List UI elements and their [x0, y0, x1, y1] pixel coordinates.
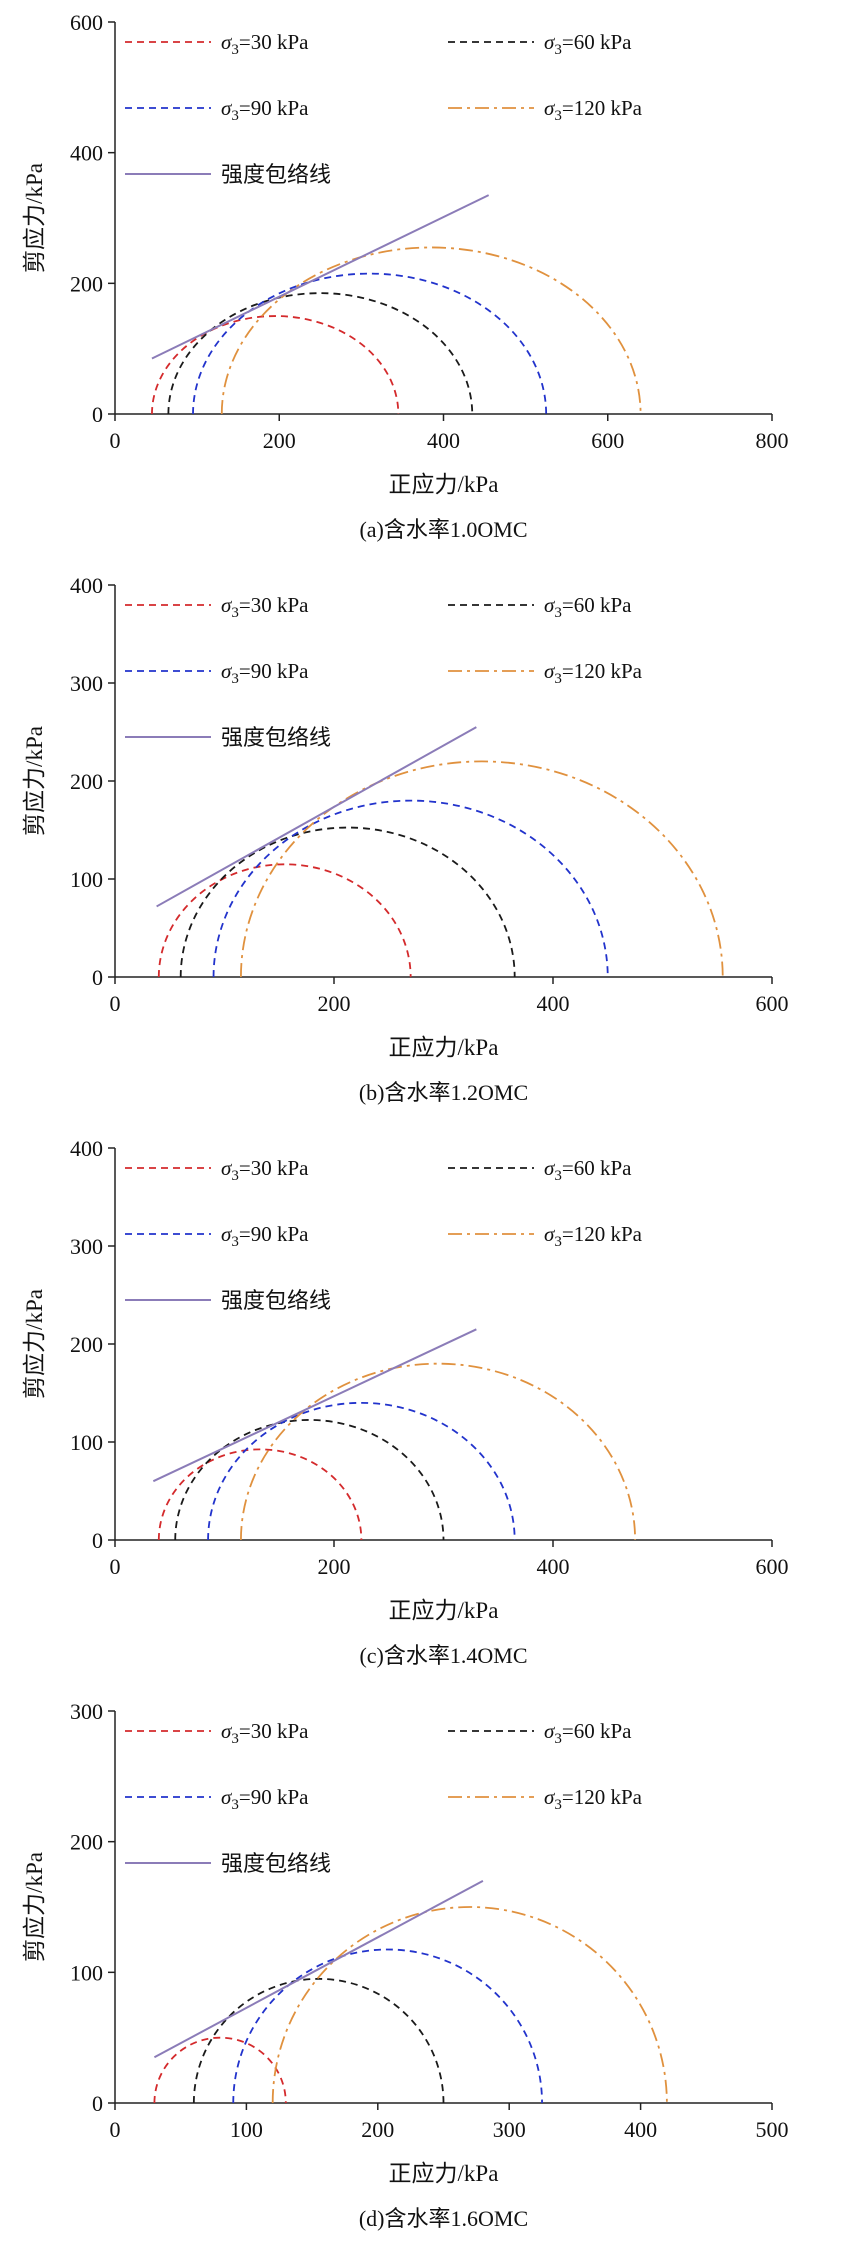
x-tick-label: 200: [318, 991, 351, 1016]
legend-label-sigma3-30: σ3=30 kPa: [221, 30, 309, 58]
x-tick-label: 0: [110, 428, 121, 453]
x-tick-label: 500: [756, 2117, 789, 2142]
caption-b: (b)含水率1.2OMC: [358, 1080, 529, 1105]
legend-label-sigma3-30: σ3=30 kPa: [221, 593, 309, 621]
y-tick-label: 300: [70, 1234, 103, 1259]
y-tick-label: 100: [70, 1960, 103, 1985]
caption-a: (a)含水率1.0OMC: [359, 517, 528, 542]
chart-c: 0 200 400 600 0 100 200 300 400 正应力/kPa 剪应力/kPa σ3=…: [0, 1126, 857, 1689]
legend-envelope-label: 强度包络线: [221, 1851, 331, 1876]
y-tick-label: 200: [70, 769, 103, 794]
legend-label-sigma3-120: σ3=120 kPa: [544, 1785, 643, 1813]
mohr-circle-sigma3-60: [179, 827, 516, 978]
mohr-circle-sigma3-30: [157, 1448, 363, 1541]
y-tick-label: 300: [70, 671, 103, 696]
x-axis-label: 正应力/kPa: [389, 472, 499, 497]
mohr-circle-sigma3-120: [240, 1362, 637, 1541]
mohr-circle-sigma3-90: [207, 1401, 516, 1541]
y-axis-label: 剪应力/kPa: [22, 1852, 47, 1962]
y-axis-label: 剪应力/kPa: [22, 163, 47, 273]
x-tick-label: 200: [318, 1554, 351, 1579]
x-tick-label: 0: [110, 2117, 121, 2142]
chart-b: 0 200 400 600 0 100 200 300 400 正应力/kPa 剪应力/kPa σ3=…: [0, 563, 857, 1126]
x-axis-label: 正应力/kPa: [389, 2161, 499, 2186]
x-tick-label: 600: [756, 1554, 789, 1579]
legend-label-sigma3-30: σ3=30 kPa: [221, 1156, 309, 1184]
x-tick-label: 400: [624, 2117, 657, 2142]
legend-envelope-label: 强度包络线: [221, 725, 331, 750]
y-tick-label: 100: [70, 1430, 103, 1455]
y-tick-label: 0: [92, 965, 103, 990]
y-tick-label: 400: [70, 1136, 103, 1161]
envelope-line: [152, 1328, 477, 1483]
mohr-circle-sigma3-120: [240, 760, 724, 978]
x-tick-label: 400: [537, 991, 570, 1016]
legend-label-sigma3-30: σ3=30 kPa: [221, 1719, 309, 1747]
chart-a: 0 200 400 600 800 0 200 400 600 正应力/kPa 剪应力/kPa σ3=…: [0, 0, 857, 563]
legend-label-sigma3-60: σ3=60 kPa: [544, 1719, 632, 1747]
y-tick-label: 200: [70, 271, 103, 296]
mohr-circle-sigma3-30: [153, 2036, 287, 2104]
legend-label-sigma3-120: σ3=120 kPa: [544, 1222, 643, 1250]
x-tick-label: 0: [110, 991, 121, 1016]
x-tick-label: 0: [110, 1554, 121, 1579]
x-tick-label: 800: [756, 428, 789, 453]
caption-c: (c)含水率1.4OMC: [359, 1643, 528, 1668]
x-tick-label: 600: [591, 428, 624, 453]
x-tick-label: 400: [537, 1554, 570, 1579]
mohr-circle-sigma3-60: [167, 292, 474, 415]
y-tick-label: 300: [70, 1699, 103, 1724]
mohr-circle-sigma3-60: [174, 1419, 445, 1541]
x-tick-label: 400: [427, 428, 460, 453]
y-tick-label: 100: [70, 867, 103, 892]
x-axis-label: 正应力/kPa: [389, 1598, 499, 1623]
legend-label-sigma3-60: σ3=60 kPa: [544, 30, 632, 58]
envelope-line: [151, 194, 490, 360]
legend-label-sigma3-90: σ3=90 kPa: [221, 659, 309, 687]
plot-b: 0 200 400 600 0 100 200 300 400 正应力/kPa 剪应力/kPa σ3=…: [22, 573, 789, 1060]
legend-label-sigma3-90: σ3=90 kPa: [221, 96, 309, 124]
y-tick-label: 600: [70, 10, 103, 35]
legend-label-sigma3-120: σ3=120 kPa: [544, 659, 643, 687]
plot-a: 0 200 400 600 800 0 200 400 600 正应力/kPa 剪应力/kPa σ3=…: [22, 10, 789, 497]
mohr-circle-sigma3-30: [157, 863, 412, 978]
legend-label-sigma3-60: σ3=60 kPa: [544, 593, 632, 621]
mohr-circle-sigma3-60: [192, 1978, 445, 2104]
legend-label-sigma3-120: σ3=120 kPa: [544, 96, 643, 124]
y-tick-label: 0: [92, 1528, 103, 1553]
y-tick-label: 0: [92, 402, 103, 427]
chart-d: 0 100 200 300 400 500 0 100 200 300 正应力/kPa 剪应力/kPa…: [0, 1689, 857, 2252]
y-tick-label: 200: [70, 1830, 103, 1855]
legend-label-sigma3-90: σ3=90 kPa: [221, 1222, 309, 1250]
legend-envelope-label: 强度包络线: [221, 1288, 331, 1313]
x-axis-label: 正应力/kPa: [389, 1035, 499, 1060]
mohr-circle-sigma3-120: [271, 1906, 668, 2104]
x-tick-label: 300: [493, 2117, 526, 2142]
plot-d: 0 100 200 300 400 500 0 100 200 300 正应力/kPa 剪应力/kPa…: [22, 1699, 789, 2186]
x-tick-label: 600: [756, 991, 789, 1016]
mohr-circle-sigma3-120: [220, 246, 642, 415]
envelope-line: [153, 1879, 484, 2059]
legend-label-sigma3-90: σ3=90 kPa: [221, 1785, 309, 1813]
legend-label-sigma3-60: σ3=60 kPa: [544, 1156, 632, 1184]
x-tick-label: 200: [263, 428, 296, 453]
x-tick-label: 100: [230, 2117, 263, 2142]
x-tick-label: 200: [361, 2117, 394, 2142]
envelope-line: [156, 726, 477, 908]
y-tick-label: 200: [70, 1332, 103, 1357]
plot-c: 0 200 400 600 0 100 200 300 400 正应力/kPa 剪应力/kPa σ3=…: [22, 1136, 789, 1623]
y-tick-label: 400: [70, 573, 103, 598]
mohr-circle-sigma3-90: [232, 1948, 543, 2104]
y-axis-label: 剪应力/kPa: [22, 726, 47, 836]
mohr-circle-sigma3-90: [212, 799, 609, 978]
caption-d: (d)含水率1.6OMC: [358, 2206, 529, 2231]
y-axis-label: 剪应力/kPa: [22, 1289, 47, 1399]
legend-envelope-label: 强度包络线: [221, 162, 331, 187]
mohr-circle-sigma3-30: [151, 315, 400, 415]
y-tick-label: 0: [92, 2091, 103, 2116]
mohr-circle-sigma3-90: [192, 273, 548, 415]
y-tick-label: 400: [70, 141, 103, 166]
